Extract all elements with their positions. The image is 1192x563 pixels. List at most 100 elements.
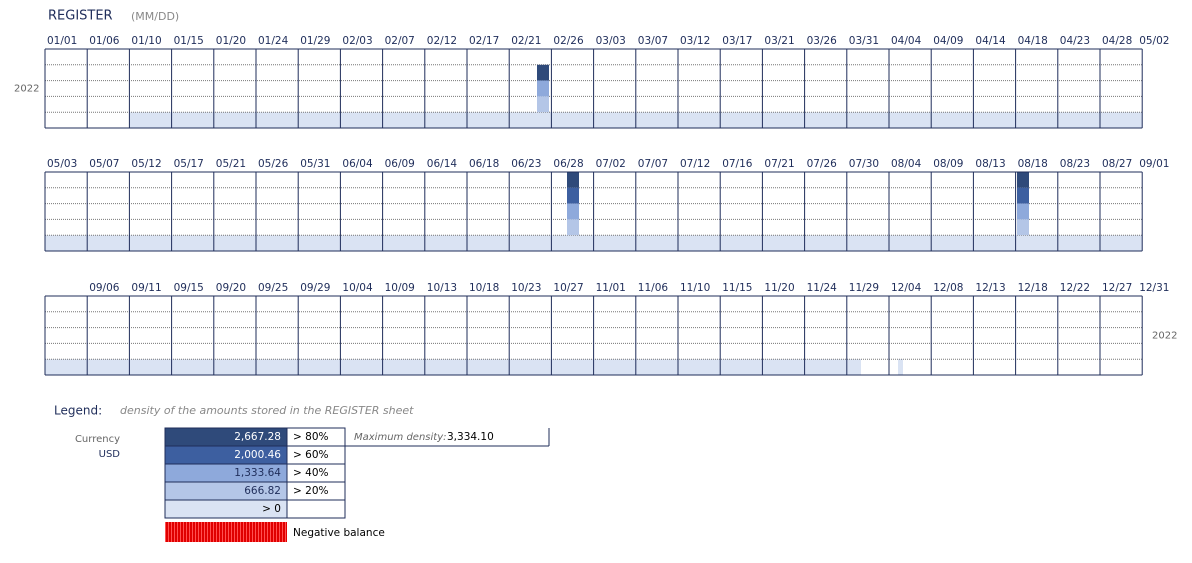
date-label: 08/09 xyxy=(933,158,963,170)
date-label: 06/28 xyxy=(553,158,583,170)
date-label: 07/16 xyxy=(722,158,753,170)
date-label: 03/07 xyxy=(638,35,668,47)
negative-label: Negative balance xyxy=(293,527,385,539)
date-label: 05/21 xyxy=(216,158,246,170)
date-label: 11/10 xyxy=(680,282,710,294)
date-label: 10/09 xyxy=(385,282,415,294)
title: REGISTER xyxy=(48,9,113,24)
date-label: 06/09 xyxy=(385,158,415,170)
density-bar xyxy=(537,96,549,113)
date-label: 12/27 xyxy=(1102,282,1132,294)
date-label: 04/04 xyxy=(891,35,922,47)
date-label: 03/21 xyxy=(764,35,794,47)
date-label: 12/22 xyxy=(1060,282,1090,294)
legend-amount: 2,000.46 xyxy=(234,449,281,461)
date-label: 12/18 xyxy=(1018,282,1048,294)
date-label: 06/04 xyxy=(342,158,373,170)
legend-label: Legend: xyxy=(54,404,102,418)
date-label: 04/09 xyxy=(933,35,963,47)
date-label: 11/20 xyxy=(764,282,794,294)
date-label: 08/23 xyxy=(1060,158,1090,170)
density-bar xyxy=(1017,203,1029,220)
date-label: 06/18 xyxy=(469,158,499,170)
date-label: 06/23 xyxy=(511,158,541,170)
date-label: 07/21 xyxy=(764,158,794,170)
date-label: 07/02 xyxy=(596,158,626,170)
date-label: 03/03 xyxy=(596,35,626,47)
date-label: 11/06 xyxy=(638,282,669,294)
date-label: 04/18 xyxy=(1018,35,1048,47)
date-label: 12/13 xyxy=(975,282,1005,294)
legend-threshold: > 20% xyxy=(293,485,328,497)
date-label: 05/02 xyxy=(1139,35,1169,47)
year-label: 2022 xyxy=(14,84,39,95)
date-label: 10/04 xyxy=(342,282,373,294)
date-label: 05/31 xyxy=(300,158,330,170)
date-label: 09/11 xyxy=(131,282,161,294)
date-label: 02/12 xyxy=(427,35,457,47)
density-fill xyxy=(898,359,903,375)
density-bar xyxy=(1017,219,1029,236)
unit: (MM/DD) xyxy=(131,10,179,23)
currency-label: Currency xyxy=(75,434,120,445)
negative-swatch xyxy=(165,522,287,542)
date-label: 09/01 xyxy=(1139,158,1169,170)
date-label: 02/26 xyxy=(553,35,584,47)
date-label: 01/06 xyxy=(89,35,120,47)
date-label: 02/03 xyxy=(342,35,372,47)
density-bar xyxy=(567,203,579,220)
legend-threshold: > 60% xyxy=(293,449,328,461)
legend-threshold: > 0 xyxy=(262,503,281,515)
date-label: 04/14 xyxy=(975,35,1006,47)
date-label: 03/26 xyxy=(807,35,838,47)
date-label: 11/29 xyxy=(849,282,879,294)
date-label: 07/07 xyxy=(638,158,668,170)
date-label: 10/27 xyxy=(553,282,583,294)
date-label: 09/06 xyxy=(89,282,120,294)
density-bar xyxy=(537,80,549,97)
date-label: 08/04 xyxy=(891,158,922,170)
legend-threshold: > 80% xyxy=(293,431,328,443)
date-label: 10/23 xyxy=(511,282,541,294)
date-label: 08/13 xyxy=(975,158,1005,170)
date-label: 01/01 xyxy=(47,35,77,47)
legend-amount: 1,333.64 xyxy=(234,467,281,479)
density-bar xyxy=(1017,172,1029,188)
date-label: 02/21 xyxy=(511,35,541,47)
year-label: 2022 xyxy=(1152,331,1177,342)
currency: USD xyxy=(99,449,121,460)
date-label: 01/29 xyxy=(300,35,330,47)
date-label: 11/24 xyxy=(807,282,838,294)
date-label: 09/15 xyxy=(174,282,204,294)
date-label: 01/15 xyxy=(174,35,204,47)
date-label: 12/31 xyxy=(1139,282,1169,294)
date-label: 02/17 xyxy=(469,35,499,47)
date-label: 04/23 xyxy=(1060,35,1090,47)
legend-description: density of the amounts stored in the REG… xyxy=(120,404,414,417)
date-label: 12/04 xyxy=(891,282,922,294)
date-label: 01/20 xyxy=(216,35,246,47)
date-label: 08/27 xyxy=(1102,158,1132,170)
date-label: 02/07 xyxy=(385,35,415,47)
date-label: 10/13 xyxy=(427,282,457,294)
date-label: 05/07 xyxy=(89,158,119,170)
date-label: 11/15 xyxy=(722,282,752,294)
density-bar xyxy=(567,219,579,236)
date-label: 05/26 xyxy=(258,158,289,170)
density-bar xyxy=(567,187,579,204)
legend-threshold: > 40% xyxy=(293,467,328,479)
date-label: 09/29 xyxy=(300,282,330,294)
date-label: 05/03 xyxy=(47,158,77,170)
date-label: 08/18 xyxy=(1018,158,1048,170)
density-bar xyxy=(1017,187,1029,204)
legend-amount: 666.82 xyxy=(244,485,281,497)
date-label: 09/20 xyxy=(216,282,246,294)
date-label: 07/26 xyxy=(807,158,838,170)
threshold-box xyxy=(286,499,346,519)
date-label: 04/28 xyxy=(1102,35,1132,47)
date-label: 07/30 xyxy=(849,158,879,170)
date-label: 01/24 xyxy=(258,35,289,47)
density-fill xyxy=(45,359,861,375)
date-label: 03/17 xyxy=(722,35,752,47)
